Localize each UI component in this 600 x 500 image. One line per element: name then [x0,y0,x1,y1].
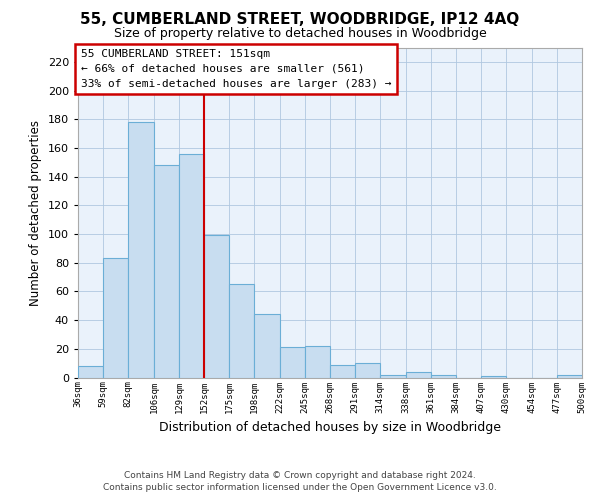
Y-axis label: Number of detached properties: Number of detached properties [29,120,42,306]
Bar [280,348,305,378]
Bar [355,363,380,378]
Bar [557,374,582,378]
Bar [78,366,103,378]
Text: 55, CUMBERLAND STREET, WOODBRIDGE, IP12 4AQ: 55, CUMBERLAND STREET, WOODBRIDGE, IP12 … [80,12,520,28]
Bar [330,364,355,378]
Bar [481,376,506,378]
Bar [406,372,431,378]
Text: Contains HM Land Registry data © Crown copyright and database right 2024.
Contai: Contains HM Land Registry data © Crown c… [103,471,497,492]
Bar [431,374,456,378]
Bar [305,346,330,378]
Text: 55 CUMBERLAND STREET: 151sqm
← 66% of detached houses are smaller (561)
33% of s: 55 CUMBERLAND STREET: 151sqm ← 66% of de… [80,49,391,89]
Bar [179,154,204,378]
Bar [229,284,254,378]
X-axis label: Distribution of detached houses by size in Woodbridge: Distribution of detached houses by size … [159,421,501,434]
Bar [154,165,179,378]
Bar [254,314,280,378]
Bar [128,122,154,378]
Bar [204,236,229,378]
Text: Size of property relative to detached houses in Woodbridge: Size of property relative to detached ho… [113,28,487,40]
Bar [380,374,406,378]
Bar [103,258,128,378]
